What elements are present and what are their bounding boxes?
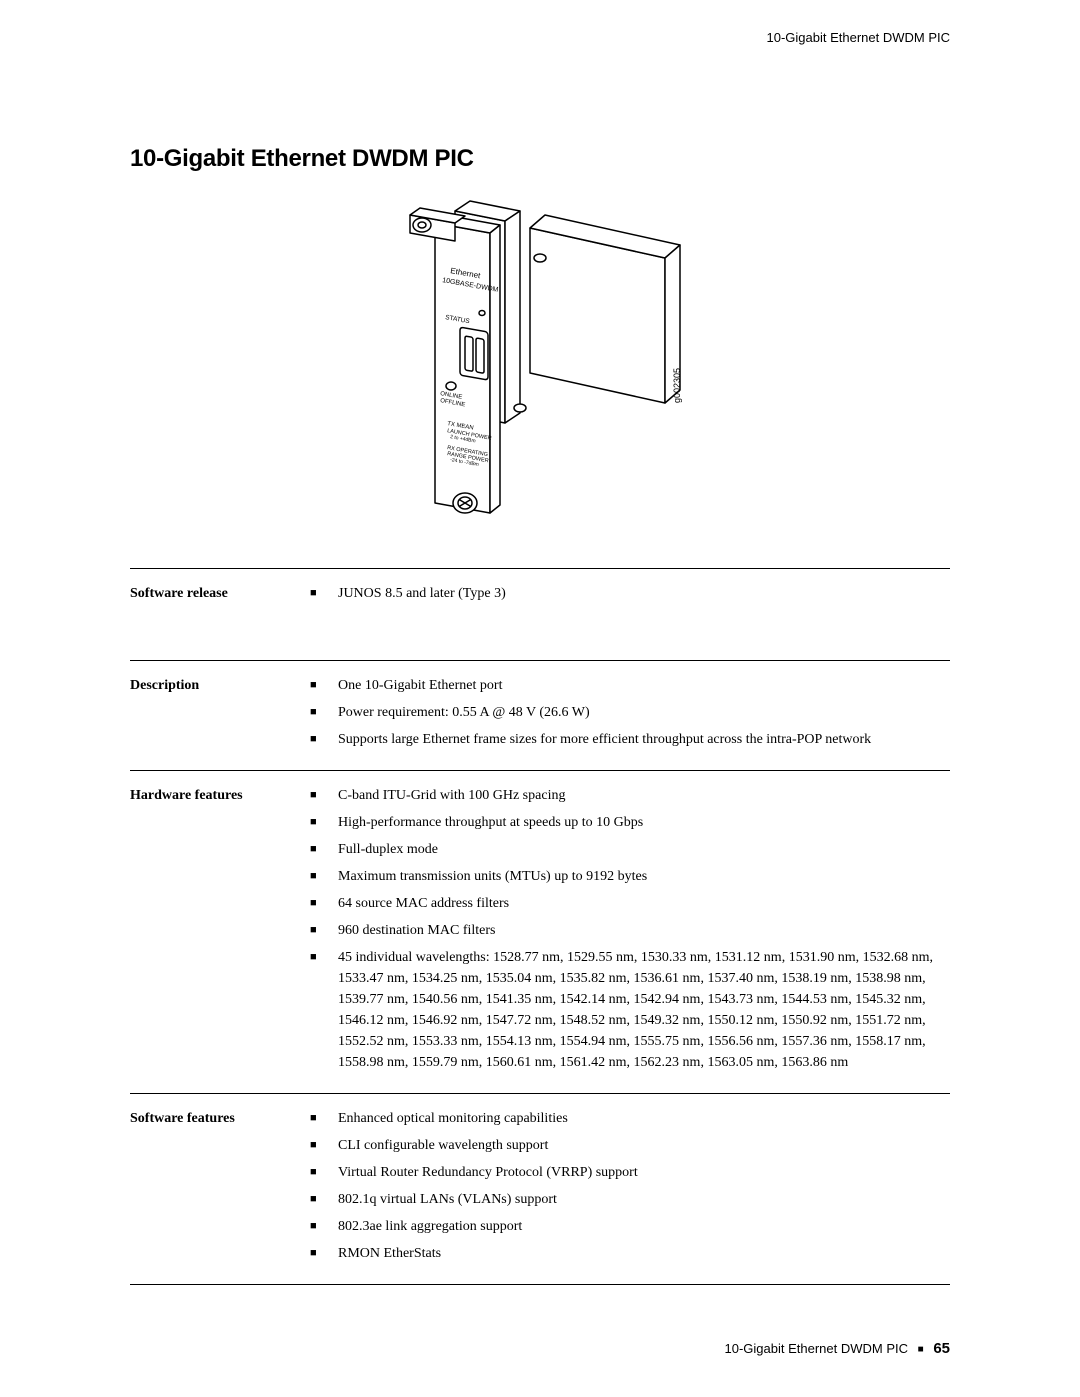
- list-item: 802.1q virtual LANs (VLANs) support: [310, 1189, 950, 1210]
- page-number: 65: [933, 1340, 950, 1357]
- list-item: CLI configurable wavelength support: [310, 1135, 950, 1156]
- list-item: C-band ITU-Grid with 100 GHz spacing: [310, 785, 950, 806]
- page-title: 10-Gigabit Ethernet DWDM PIC: [130, 145, 950, 173]
- list-item: Supports large Ethernet frame sizes for …: [310, 729, 950, 750]
- row-software-release: Software release JUNOS 8.5 and later (Ty…: [130, 569, 950, 661]
- footer-title: 10-Gigabit Ethernet DWDM PIC: [725, 1341, 909, 1356]
- list-item: Full-duplex mode: [310, 839, 950, 860]
- list-item: RMON EtherStats: [310, 1243, 950, 1264]
- list-item: 802.3ae link aggregation support: [310, 1216, 950, 1237]
- list-item: Enhanced optical monitoring capabilities: [310, 1108, 950, 1129]
- row-hardware-features: Hardware features C-band ITU-Grid with 1…: [130, 771, 950, 1094]
- footer-square-icon: ■: [918, 1344, 924, 1355]
- row-description: Description One 10-Gigabit Ethernet port…: [130, 661, 950, 771]
- list-item: Power requirement: 0.55 A @ 48 V (26.6 W…: [310, 702, 950, 723]
- list-item: 960 destination MAC filters: [310, 920, 950, 941]
- label-description: Description: [130, 661, 310, 771]
- list-item: Maximum transmission units (MTUs) up to …: [310, 866, 950, 887]
- list-item: High-performance throughput at speeds up…: [310, 812, 950, 833]
- product-figure: Ethernet 10GBASE-DWDM STATUS ONLINE OFFL…: [130, 193, 950, 538]
- label-hardware-features: Hardware features: [130, 771, 310, 1094]
- list-item: 64 source MAC address filters: [310, 893, 950, 914]
- list-item: JUNOS 8.5 and later (Type 3): [310, 583, 950, 604]
- fig-label-partno: g002305: [672, 368, 682, 403]
- list-item: One 10-Gigabit Ethernet port: [310, 675, 950, 696]
- dwdm-pic-illustration: Ethernet 10GBASE-DWDM STATUS ONLINE OFFL…: [380, 193, 700, 533]
- spec-table: Software release JUNOS 8.5 and later (Ty…: [130, 568, 950, 1285]
- list-item: 45 individual wavelengths: 1528.77 nm, 1…: [310, 947, 950, 1073]
- list-item: Virtual Router Redundancy Protocol (VRRP…: [310, 1162, 950, 1183]
- row-software-features: Software features Enhanced optical monit…: [130, 1094, 950, 1285]
- page-footer: 10-Gigabit Ethernet DWDM PIC ■ 65: [725, 1340, 951, 1357]
- running-header: 10-Gigabit Ethernet DWDM PIC: [130, 30, 950, 45]
- label-software-release: Software release: [130, 569, 310, 661]
- label-software-features: Software features: [130, 1094, 310, 1285]
